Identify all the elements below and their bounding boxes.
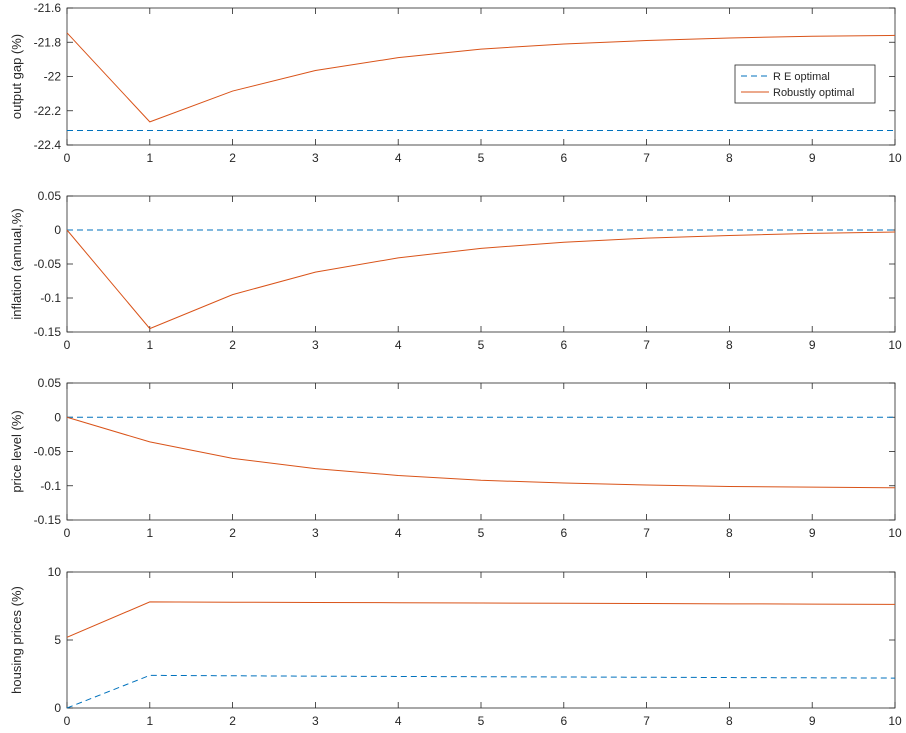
x-tick-label: 0 [64, 714, 71, 728]
x-tick-label: 8 [726, 526, 733, 540]
y-tick-label: 0 [54, 701, 61, 715]
x-tick-label: 7 [643, 338, 650, 352]
x-tick-label: 0 [64, 151, 71, 165]
x-tick-label: 0 [64, 526, 71, 540]
y-axis-label: output gap (%) [9, 34, 24, 119]
x-tick-label: 5 [478, 151, 485, 165]
x-tick-label: 1 [146, 714, 153, 728]
subplot-3: 0 1 2 3 4 5 6 7 8 9 10 0.05 0 -0.05 -0.1 -0.15 price lev… [9, 376, 902, 540]
x-tick-label: 4 [395, 526, 402, 540]
x-tick-label: 3 [312, 714, 319, 728]
x-tick-label: 10 [888, 526, 902, 540]
x-tick-label: 8 [726, 151, 733, 165]
x-tick-label: 6 [560, 526, 567, 540]
series-line-robustly-optimal [66, 32, 896, 123]
x-tick-label: 2 [229, 151, 236, 165]
x-tick-label: 10 [888, 714, 902, 728]
x-tick-label: 9 [809, 526, 816, 540]
subplot-4: 0 1 2 3 4 5 6 7 8 9 10 10 5 0 housing prices (%) [9, 565, 902, 728]
legend-box [734, 64, 876, 104]
y-tick-label: -0.05 [34, 445, 62, 459]
y-tick-label: 0.05 [38, 376, 62, 390]
x-tick-label: 5 [478, 714, 485, 728]
x-tick-label: 0 [64, 338, 71, 352]
axes-box [66, 571, 896, 709]
y-tick-label: -0.1 [40, 291, 61, 305]
x-tick-label: 5 [478, 338, 485, 352]
x-tick-label: 7 [643, 526, 650, 540]
x-tick-label: 1 [146, 338, 153, 352]
series-line-robustly-optimal [66, 416, 896, 489]
x-tick-label: 2 [229, 338, 236, 352]
y-tick-label: -0.05 [34, 257, 62, 271]
y-tick-label: 0 [54, 410, 61, 424]
y-axis-label: price level (%) [9, 410, 24, 492]
x-tick-label: 3 [312, 151, 319, 165]
x-tick-label: 1 [146, 151, 153, 165]
y-tick-label: -0.15 [34, 513, 62, 527]
y-tick-label: -21.8 [34, 35, 62, 49]
x-tick-label: 10 [888, 151, 902, 165]
x-tick-label: 1 [146, 526, 153, 540]
x-tick-label: 8 [726, 338, 733, 352]
x-tick-label: 3 [312, 338, 319, 352]
legend-label: Robustly optimal [773, 87, 854, 99]
x-tick-label: 7 [643, 714, 650, 728]
y-axis-label: housing prices (%) [9, 586, 24, 694]
y-axis-label: inflation (annual,%) [9, 208, 24, 319]
x-tick-label: 4 [395, 338, 402, 352]
y-tick-label: -22 [44, 70, 62, 84]
axes-box [66, 195, 896, 333]
y-tick-label: 5 [54, 633, 61, 647]
x-tick-label: 9 [809, 714, 816, 728]
x-tick-label: 4 [395, 151, 402, 165]
y-tick-label: -22.4 [34, 138, 62, 152]
x-tick-label: 9 [809, 151, 816, 165]
y-tick-label: -22.2 [34, 104, 62, 118]
x-tick-label: 2 [229, 526, 236, 540]
y-tick-label: -0.15 [34, 325, 62, 339]
x-tick-label: 6 [560, 151, 567, 165]
x-tick-label: 5 [478, 526, 485, 540]
x-tick-label: 8 [726, 714, 733, 728]
x-tick-label: 10 [888, 338, 902, 352]
x-tick-label: 2 [229, 714, 236, 728]
x-tick-label: 4 [395, 714, 402, 728]
x-tick-label: 6 [560, 338, 567, 352]
y-tick-label: 0 [54, 223, 61, 237]
subplot-2: 0 1 2 3 4 5 6 7 8 9 10 0.05 0 -0.05 -0.1 -0.15 inflation… [9, 189, 902, 352]
x-tick-label: 6 [560, 714, 567, 728]
y-tick-label: -0.1 [40, 479, 61, 493]
subplot-1: 0 1 2 3 4 5 6 7 8 9 10 -21.6 -21.8 -22 -22.2 -22.4 outpu… [9, 1, 902, 165]
x-tick-label: 9 [809, 338, 816, 352]
axes-box [66, 382, 896, 521]
series-line-robustly-optimal [66, 229, 896, 330]
y-tick-label: 0.05 [38, 189, 62, 203]
y-tick-label: -21.6 [34, 1, 62, 15]
legend-label: R E optimal [773, 71, 830, 83]
x-tick-label: 3 [312, 526, 319, 540]
x-tick-label: 7 [643, 151, 650, 165]
y-tick-label: 10 [48, 565, 62, 579]
series-line-re-optimal [66, 674, 896, 709]
series-line-robustly-optimal [66, 601, 896, 638]
legend: R E optimal Robustly optimal [734, 64, 876, 104]
